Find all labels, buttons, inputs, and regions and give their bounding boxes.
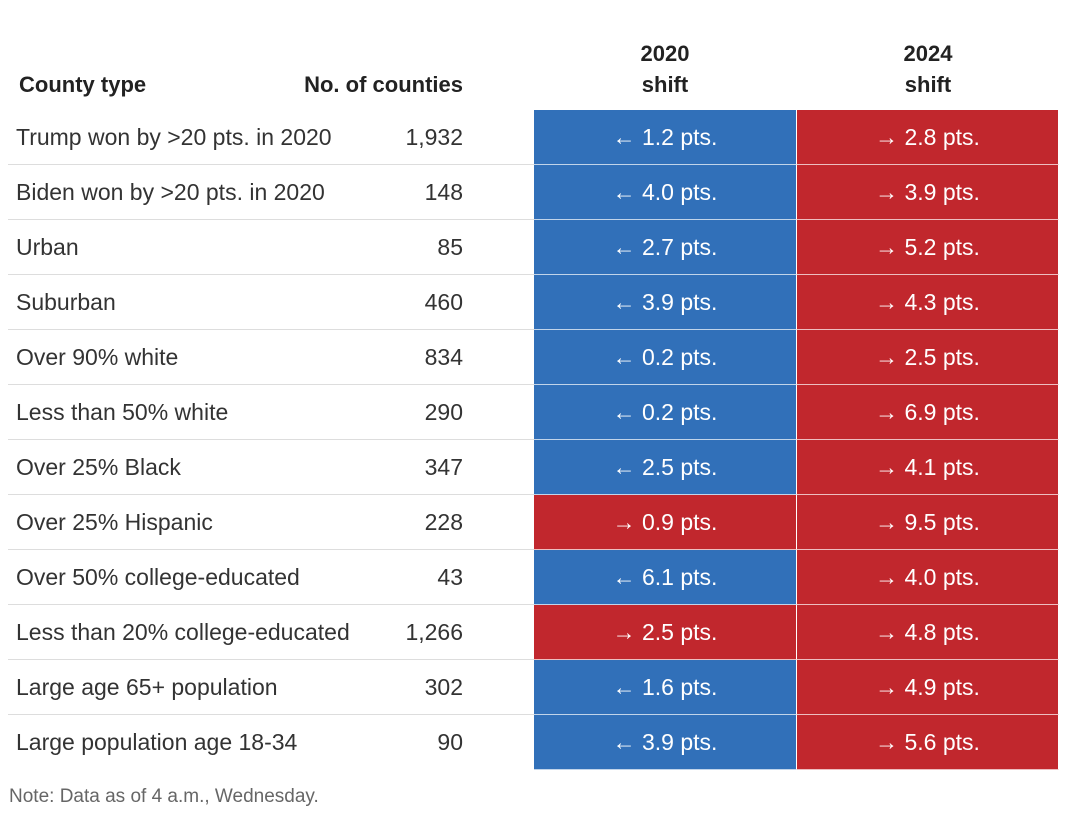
shift-cell: ← 1.6 pts. — [534, 660, 797, 715]
county-type: Over 25% Black — [16, 454, 181, 480]
county-count: 90 — [437, 729, 463, 755]
shift-cell: → 2.5 pts. — [797, 330, 1059, 385]
shift-cell: → 3.9 pts. — [797, 165, 1059, 220]
shift-cell: ← 4.0 pts. — [534, 165, 797, 220]
county-type: Over 90% white — [16, 344, 179, 370]
header-cell: 2024 shift — [903, 41, 953, 97]
row-separator — [8, 219, 534, 220]
county-type: Less than 20% college-educated — [16, 619, 350, 645]
county-type: Less than 50% white — [16, 399, 229, 425]
row-separator — [8, 494, 534, 495]
shift-cell: → 9.5 pts. — [797, 495, 1059, 550]
county-count: 302 — [424, 674, 463, 700]
county-type: Large population age 18-34 — [16, 729, 298, 755]
shift-cell: → 4.1 pts. — [797, 440, 1059, 495]
note: Note: Data as of 4 a.m., Wednesday. — [9, 786, 319, 807]
shift-cell: → 0.9 pts. — [534, 495, 797, 550]
row-separator — [8, 384, 534, 385]
row-separator — [8, 164, 534, 165]
shift-cell: → 6.9 pts. — [797, 385, 1059, 440]
county-count: 43 — [437, 564, 463, 590]
shift-cell: ← 6.1 pts. — [534, 550, 797, 605]
county-type: Suburban — [16, 289, 116, 315]
shift-cell: ← 0.2 pts. — [534, 330, 797, 385]
row-separator — [8, 659, 534, 660]
county-count: 1,932 — [405, 124, 463, 150]
row-separator — [8, 549, 534, 550]
header-cell: 2020 shift — [640, 41, 690, 97]
shift-cell: ← 2.5 pts. — [534, 440, 797, 495]
county-count: 834 — [424, 344, 463, 370]
shift-cell: ← 1.2 pts. — [534, 110, 797, 165]
shift-cell: → 5.6 pts. — [797, 715, 1059, 770]
row-separator — [8, 274, 534, 275]
shift-cell: ← 0.2 pts. — [534, 385, 797, 440]
shift-cell: ← 2.7 pts. — [534, 220, 797, 275]
county-count: 347 — [424, 454, 463, 480]
county-type: Large age 65+ population — [16, 674, 278, 700]
row-separator — [8, 604, 534, 605]
county-type: Urban — [16, 234, 79, 260]
county-type: Over 50% college-educated — [16, 564, 300, 590]
county-type: Biden won by >20 pts. in 2020 — [16, 179, 325, 205]
shift-cell: → 5.2 pts. — [797, 220, 1059, 275]
header-cell: County type — [19, 72, 147, 97]
row-separator — [8, 714, 534, 715]
county-count: 1,266 — [405, 619, 463, 645]
shift-cell: ← 3.9 pts. — [534, 275, 797, 330]
row-separator — [8, 329, 534, 330]
shift-cell: → 2.8 pts. — [797, 110, 1059, 165]
county-type: Over 25% Hispanic — [16, 509, 213, 535]
row-separator — [8, 439, 534, 440]
shift-cell: → 4.0 pts. — [797, 550, 1059, 605]
county-count: 460 — [424, 289, 463, 315]
county-count: 85 — [437, 234, 463, 260]
shift-cell: → 2.5 pts. — [534, 605, 797, 660]
shift-cell: → 4.9 pts. — [797, 660, 1059, 715]
header-cell: No. of counties — [304, 72, 463, 97]
county-type: Trump won by >20 pts. in 2020 — [16, 124, 332, 150]
shift-cell: ← 3.9 pts. — [534, 715, 797, 770]
shift-cell: → 4.8 pts. — [797, 605, 1059, 660]
county-count: 228 — [424, 509, 463, 535]
shift-cell: → 4.3 pts. — [797, 275, 1059, 330]
county-count: 148 — [424, 179, 463, 205]
county-count: 290 — [424, 399, 463, 425]
